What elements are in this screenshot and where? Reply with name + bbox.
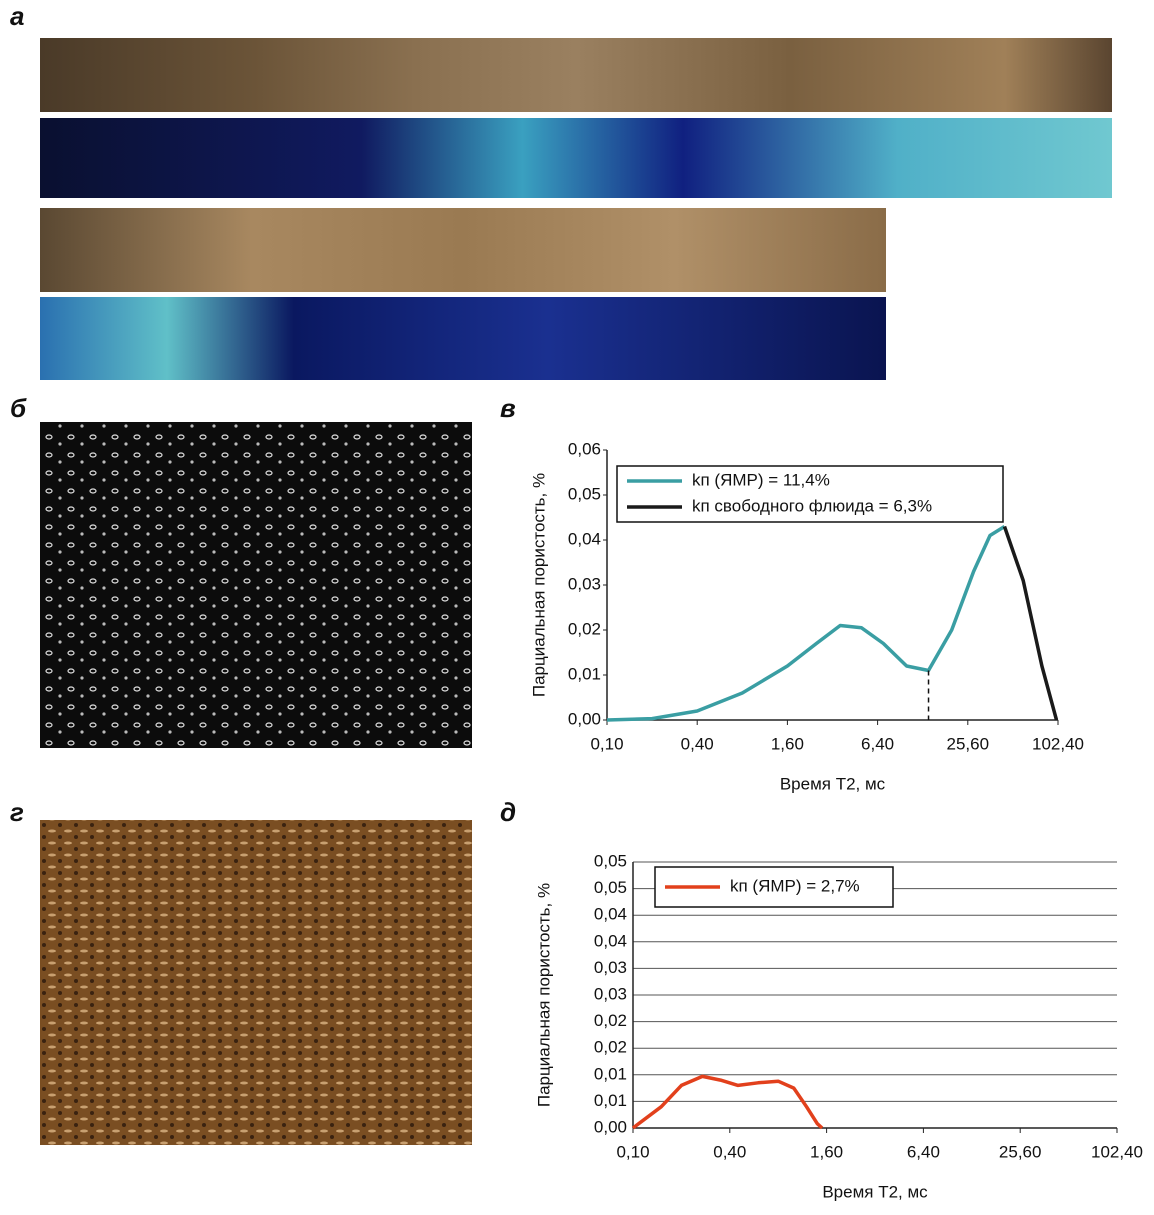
x-tick-label: 0,10 xyxy=(590,734,623,753)
y-tick-label: 0,02 xyxy=(594,1011,627,1030)
x-tick-label: 0,40 xyxy=(713,1142,746,1161)
page: а б г в 0,00 0,01 0,02 0,03 0,04 0,05 0,06 0,10 0… xyxy=(0,0,1154,1210)
y-axis-title: Парциальная пористость, % xyxy=(534,883,553,1107)
y-tick-label: 0,02 xyxy=(568,619,601,638)
photo-thin-section xyxy=(40,422,472,748)
photo-core xyxy=(40,38,1112,380)
series-line xyxy=(633,1076,822,1128)
panel-label: д xyxy=(500,797,516,827)
x-tick-label: 25,60 xyxy=(947,734,990,753)
x-axis-title: Время T2, мс xyxy=(822,1182,928,1201)
series-line xyxy=(607,527,1005,721)
y-tick-label: 0,02 xyxy=(594,1038,627,1057)
y-tick-label: 0,00 xyxy=(568,709,601,728)
photo-thin-section xyxy=(40,820,472,1145)
y-tick-label: 0,05 xyxy=(594,851,627,870)
y-tick-label: 0,01 xyxy=(594,1064,627,1083)
x-tick-label: 0,10 xyxy=(616,1142,649,1161)
y-tick-label: 0,05 xyxy=(568,484,601,503)
y-tick-label: 0,03 xyxy=(594,958,627,977)
y-tick-label: 0,01 xyxy=(568,664,601,683)
x-tick-label: 102,40 xyxy=(1032,734,1084,753)
x-tick-label: 0,40 xyxy=(681,734,714,753)
y-tick-label: 0,01 xyxy=(594,1091,627,1110)
x-tick-label: 6,40 xyxy=(861,734,894,753)
panel-label: а xyxy=(10,1,24,31)
x-axis-title: Время T2, мс xyxy=(780,774,886,793)
x-tick-label: 1,60 xyxy=(810,1142,843,1161)
panel-label: б xyxy=(10,393,27,423)
x-tick-label: 1,60 xyxy=(771,734,804,753)
x-tick-label: 102,40 xyxy=(1091,1142,1143,1161)
legend-label: kп (ЯМР) = 11,4% xyxy=(692,470,830,489)
y-tick-label: 0,00 xyxy=(594,1117,627,1136)
y-axis-title: Парциальная пористость, % xyxy=(529,473,548,697)
legend-label: kп (ЯМР) = 2,7% xyxy=(730,876,860,895)
series-line xyxy=(1005,527,1057,721)
x-tick-label: 25,60 xyxy=(999,1142,1042,1161)
y-tick-label: 0,04 xyxy=(594,931,627,950)
y-tick-label: 0,04 xyxy=(594,905,627,924)
panel-label: в xyxy=(500,393,516,423)
y-tick-label: 0,05 xyxy=(594,878,627,897)
panel-label: г xyxy=(10,797,24,827)
x-tick-label: 6,40 xyxy=(907,1142,940,1161)
y-tick-label: 0,06 xyxy=(568,439,601,458)
y-tick-label: 0,03 xyxy=(568,574,601,593)
y-tick-label: 0,04 xyxy=(568,529,601,548)
y-tick-label: 0,03 xyxy=(594,984,627,1003)
legend-label: kп свободного флюида = 6,3% xyxy=(692,496,932,515)
